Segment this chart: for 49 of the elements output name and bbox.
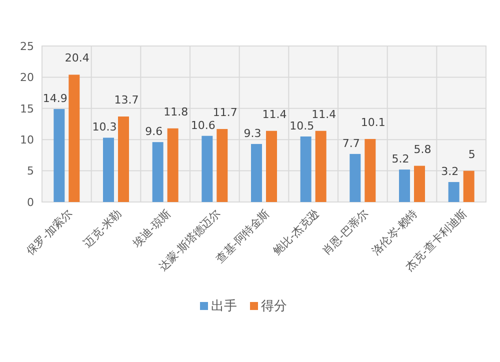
bar [300, 136, 312, 202]
bar [118, 116, 129, 202]
bar [364, 138, 376, 202]
data-label: 14.9 [42, 92, 68, 106]
bar [216, 128, 228, 202]
legend-label: 得分 [261, 299, 287, 314]
data-label: 5.2 [392, 152, 410, 166]
bar [399, 170, 410, 202]
x-tick-label: 肖恩-巴蒂尔 [320, 206, 371, 258]
bar [350, 154, 361, 202]
bar [448, 182, 460, 202]
x-tick-label: 保罗-加索尔 [24, 206, 75, 258]
data-label: 7.7 [342, 136, 360, 150]
data-label: 11.7 [212, 106, 238, 119]
data-label: 9.6 [145, 125, 163, 138]
bar [315, 130, 326, 202]
data-label: 3.2 [441, 165, 459, 178]
y-tick-label: 10 [20, 133, 34, 146]
bar [414, 166, 425, 202]
y-tick-label: 0 [27, 196, 34, 209]
data-label: 11.8 [164, 105, 188, 118]
data-label: 5 [468, 148, 476, 161]
bar [266, 130, 277, 202]
data-label: 11.4 [312, 108, 336, 121]
y-tick-label: 15 [20, 102, 34, 116]
bar [152, 142, 164, 202]
data-label: 10.6 [190, 118, 216, 132]
bar [54, 109, 65, 202]
y-tick-label: 5 [27, 164, 34, 178]
data-label: 13.7 [114, 94, 139, 107]
x-tick-label: 埃迪-琼斯 [130, 206, 174, 251]
legend-label: 出手 [211, 299, 237, 314]
y-tick-label: 25 [20, 40, 34, 53]
x-tick-label: 鲍比-杰克逊 [270, 206, 322, 258]
bar [251, 144, 262, 202]
data-label: 10.5 [290, 119, 314, 132]
data-label: 9.3 [244, 126, 262, 140]
data-label: 10.1 [360, 116, 386, 129]
data-label: 20.4 [64, 52, 90, 65]
bar [202, 136, 213, 202]
bar [103, 138, 114, 202]
bar [68, 74, 80, 202]
bar [167, 128, 178, 202]
data-label: 11.4 [262, 108, 287, 121]
y-tick-label: 20 [20, 71, 34, 84]
data-label: 10.3 [92, 120, 117, 134]
data-label: 5.8 [414, 142, 432, 156]
x-tick-label: 迈克-米勒 [81, 206, 124, 250]
bar [463, 170, 474, 202]
